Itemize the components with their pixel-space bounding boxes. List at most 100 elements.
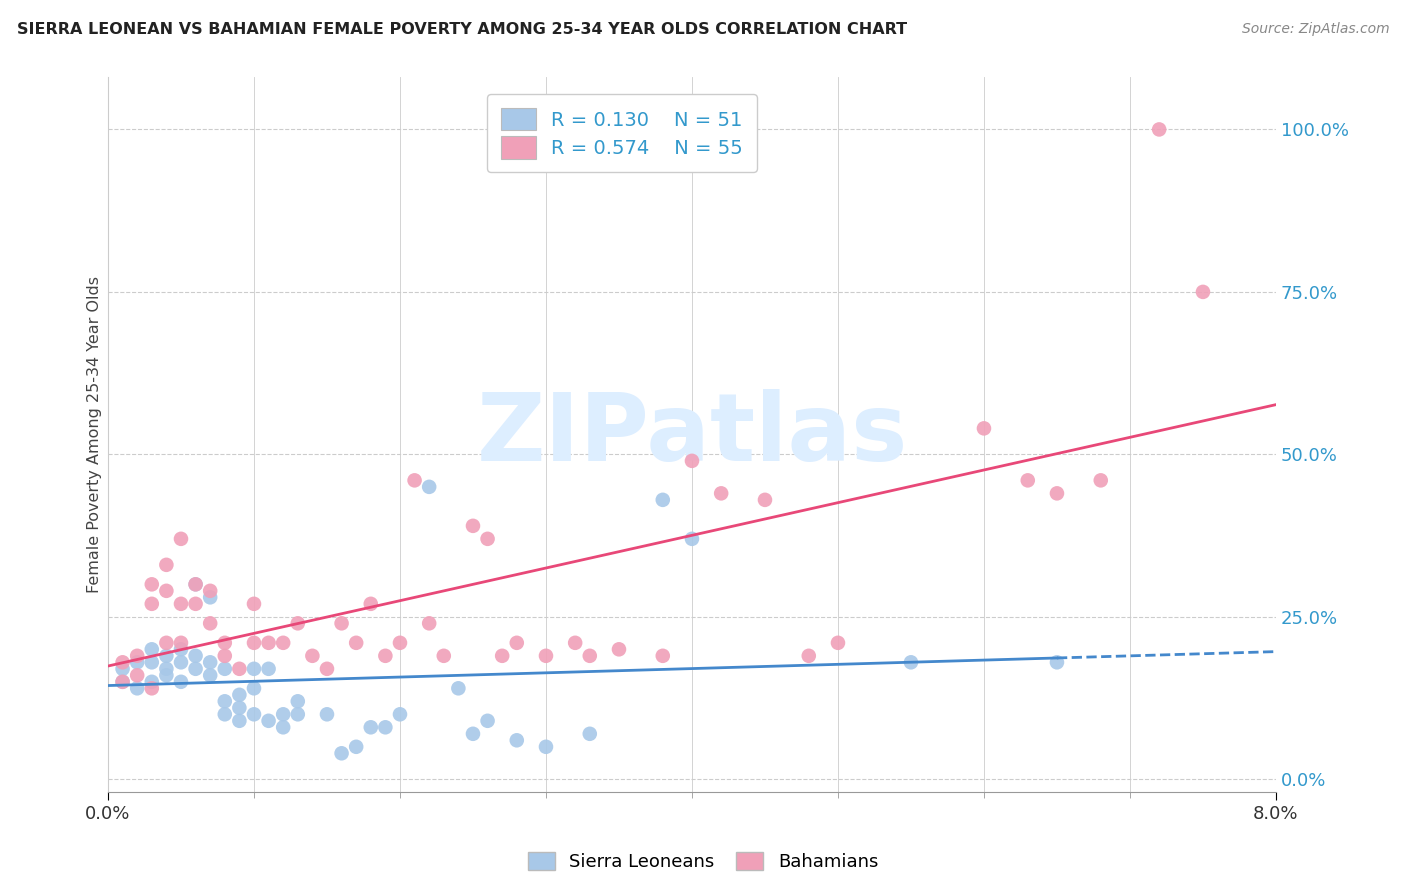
Point [127, 681, 149, 696]
Point [564, 636, 586, 650]
Point [228, 662, 250, 676]
Point [155, 558, 177, 572]
Point [344, 739, 367, 754]
Point [973, 421, 995, 435]
Point [141, 577, 163, 591]
Point [360, 720, 382, 734]
Point [900, 656, 922, 670]
Point [534, 739, 557, 754]
Point [374, 648, 396, 663]
Point [214, 694, 236, 708]
Point [198, 656, 221, 670]
Point [257, 636, 280, 650]
Point [506, 733, 529, 747]
Point [1147, 122, 1170, 136]
Point [141, 681, 163, 696]
Point [1046, 486, 1069, 500]
Point [141, 642, 163, 657]
Point [214, 662, 236, 676]
Point [1090, 474, 1112, 488]
Point [184, 662, 207, 676]
Point [155, 668, 177, 682]
Point [170, 642, 193, 657]
Point [170, 656, 193, 670]
Point [155, 648, 177, 663]
Point [301, 648, 323, 663]
Point [418, 616, 440, 631]
Text: Source: ZipAtlas.com: Source: ZipAtlas.com [1241, 22, 1389, 37]
Point [271, 636, 294, 650]
Point [243, 597, 266, 611]
Point [228, 701, 250, 715]
Point [1017, 474, 1039, 488]
Point [155, 662, 177, 676]
Point [418, 480, 440, 494]
Point [228, 714, 250, 728]
Point [257, 662, 280, 676]
Point [651, 492, 673, 507]
Point [214, 648, 236, 663]
Point [607, 642, 630, 657]
Point [534, 648, 557, 663]
Point [754, 492, 776, 507]
Point [1046, 656, 1069, 670]
Point [797, 648, 820, 663]
Legend: Sierra Leoneans, Bahamians: Sierra Leoneans, Bahamians [520, 845, 886, 879]
Point [257, 714, 280, 728]
Legend: R = 0.130    N = 51, R = 0.574    N = 55: R = 0.130 N = 51, R = 0.574 N = 55 [486, 95, 756, 172]
Point [184, 597, 207, 611]
Point [170, 597, 193, 611]
Point [681, 454, 703, 468]
Point [198, 591, 221, 605]
Y-axis label: Female Poverty Among 25-34 Year Olds: Female Poverty Among 25-34 Year Olds [87, 277, 101, 593]
Point [491, 648, 513, 663]
Point [681, 532, 703, 546]
Point [198, 583, 221, 598]
Point [477, 714, 499, 728]
Point [111, 662, 134, 676]
Point [827, 636, 849, 650]
Point [198, 668, 221, 682]
Point [127, 656, 149, 670]
Point [127, 668, 149, 682]
Point [461, 727, 484, 741]
Point [447, 681, 470, 696]
Point [287, 616, 309, 631]
Point [141, 656, 163, 670]
Point [184, 577, 207, 591]
Point [170, 636, 193, 650]
Point [243, 636, 266, 650]
Point [243, 681, 266, 696]
Point [388, 636, 411, 650]
Point [287, 694, 309, 708]
Point [710, 486, 733, 500]
Point [330, 616, 353, 631]
Point [243, 662, 266, 676]
Point [374, 720, 396, 734]
Point [243, 707, 266, 722]
Point [111, 674, 134, 689]
Point [111, 674, 134, 689]
Point [127, 648, 149, 663]
Point [271, 707, 294, 722]
Point [330, 746, 353, 760]
Point [287, 707, 309, 722]
Point [170, 674, 193, 689]
Point [141, 674, 163, 689]
Point [184, 577, 207, 591]
Point [214, 636, 236, 650]
Point [155, 636, 177, 650]
Text: ZIPatlas: ZIPatlas [477, 389, 908, 481]
Point [461, 519, 484, 533]
Point [506, 636, 529, 650]
Text: SIERRA LEONEAN VS BAHAMIAN FEMALE POVERTY AMONG 25-34 YEAR OLDS CORRELATION CHAR: SIERRA LEONEAN VS BAHAMIAN FEMALE POVERT… [17, 22, 907, 37]
Point [228, 688, 250, 702]
Point [388, 707, 411, 722]
Point [651, 648, 673, 663]
Point [141, 597, 163, 611]
Point [578, 648, 600, 663]
Point [170, 532, 193, 546]
Point [344, 636, 367, 650]
Point [1192, 285, 1215, 299]
Point [477, 532, 499, 546]
